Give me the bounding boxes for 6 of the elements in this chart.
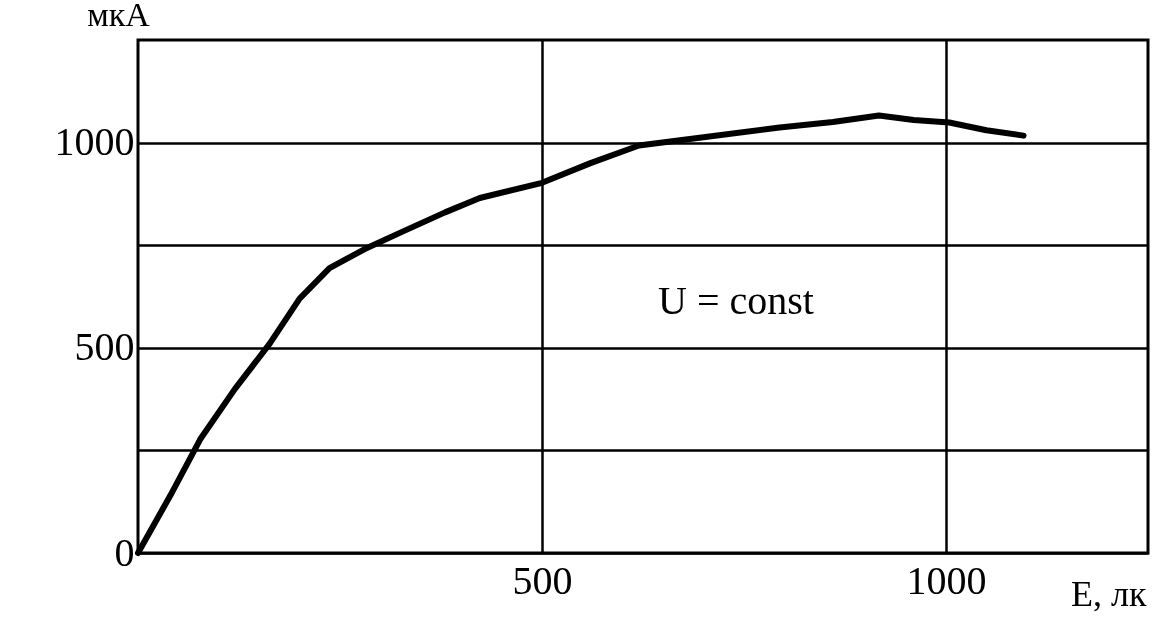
annotation: U = const: [658, 278, 814, 323]
y-axis-title: мкА: [87, 0, 151, 33]
y-tick-label: 1000: [54, 119, 135, 165]
y-tick-label: 500: [74, 324, 135, 370]
y-tick-label: 0: [114, 529, 135, 575]
x-axis-title: E, лк: [1071, 573, 1147, 614]
